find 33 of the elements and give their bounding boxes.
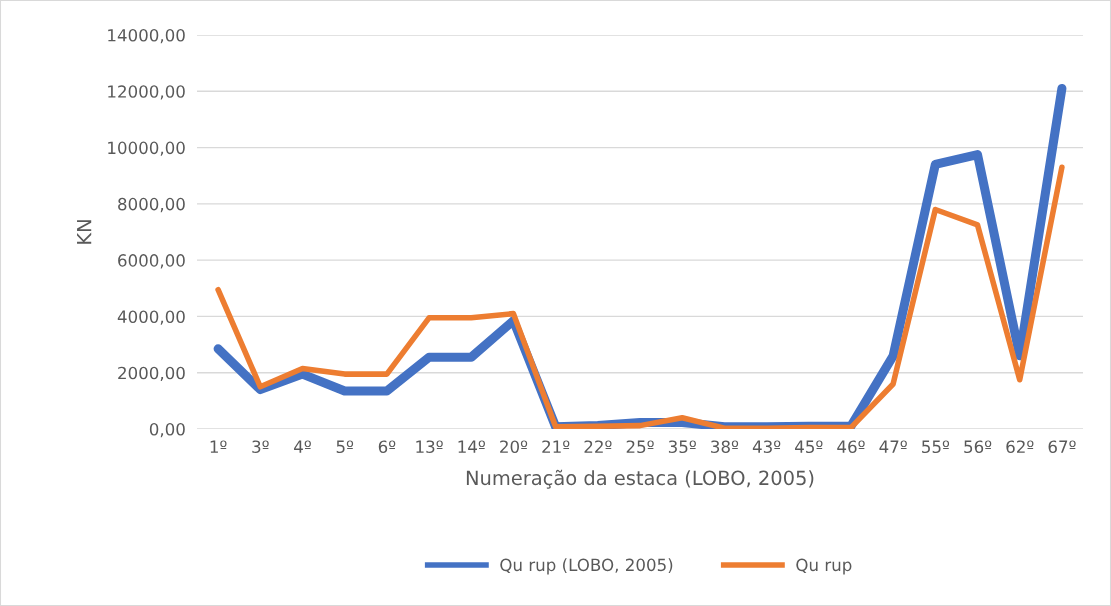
x-tick-label: 21º <box>542 440 570 453</box>
y-tick-label: 4000,00 <box>117 310 185 325</box>
x-tick-label: 14º <box>458 440 485 453</box>
y-tick-label: 2000,00 <box>118 366 185 381</box>
y-tick-label: 8000,00 <box>118 197 185 213</box>
y-axis-title: KN <box>77 220 92 244</box>
x-axis-title: Numeração da estaca (LOBO, 2005) <box>466 469 814 489</box>
y-tick-label: 14000,00 <box>108 28 185 44</box>
x-tick-label: 1º <box>210 440 227 453</box>
x-tick-label: 47º <box>879 440 907 453</box>
x-tick-label: 56º <box>964 440 992 454</box>
x-tick-label: 22º <box>584 440 612 453</box>
x-tick-label: 6º <box>378 440 396 454</box>
legend-label: Qu rup (LOBO, 2005) <box>500 558 673 575</box>
x-tick-label: 5º <box>336 440 354 454</box>
x-tick-label: 38º <box>711 440 739 454</box>
x-tick-label: 35º <box>668 440 696 454</box>
x-tick-label: 55º <box>922 440 950 454</box>
x-tick-label: 43º <box>752 440 781 454</box>
y-tick-label: 6000,00 <box>118 254 185 269</box>
x-tick-label: 25º <box>626 440 654 454</box>
x-tick-label: 20º <box>500 440 528 454</box>
x-tick-label: 67º <box>1048 440 1076 454</box>
legend-label: Qu rup <box>796 558 852 575</box>
x-tick-label: 62º <box>1006 440 1034 454</box>
y-tick-label: 10000,00 <box>108 141 185 156</box>
x-tick-label: 45º <box>795 440 823 454</box>
x-tick-label: 46º <box>837 440 865 454</box>
x-tick-label: 4º <box>294 440 311 453</box>
x-tick-label: 3º <box>252 440 269 454</box>
y-tick-label: 12000,00 <box>108 85 185 100</box>
y-tick-label: 0,00 <box>149 422 185 438</box>
x-tick-label: 13º <box>416 440 443 454</box>
